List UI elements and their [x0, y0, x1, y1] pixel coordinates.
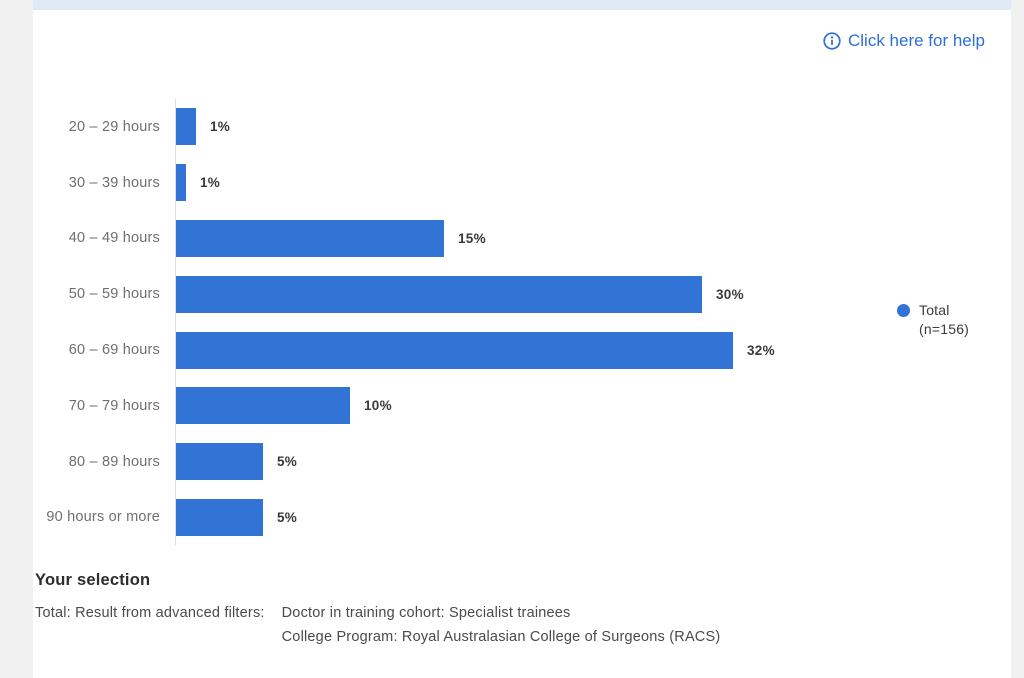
chart-row: 50 – 59 hours 30% — [33, 266, 1011, 323]
selection-filter-list: Doctor in training cohort: Specialist tr… — [282, 605, 721, 645]
bar[interactable] — [176, 443, 263, 481]
bar[interactable] — [176, 275, 702, 313]
category-label: 90 hours or more — [46, 509, 160, 526]
help-link-label: Click here for help — [847, 31, 985, 50]
bar-area: 5% — [175, 489, 1011, 546]
chart-row: 60 – 69 hours 32% — [33, 322, 1011, 378]
bar[interactable] — [176, 387, 350, 425]
top-accent-strip — [33, 0, 1011, 10]
bar-area: 1% — [175, 154, 1011, 211]
category-label: 80 – 89 hours — [68, 453, 160, 470]
value-label: 5% — [277, 509, 298, 525]
chart-row: 90 hours or more 5% — [33, 489, 1011, 546]
chart-legend[interactable]: Total (n=156) — [897, 301, 969, 338]
bar[interactable] — [176, 331, 733, 369]
category-label: 60 – 69 hours — [68, 342, 160, 359]
bar-area: 1% — [175, 99, 1011, 155]
legend-label: Total (n=156) — [919, 302, 970, 337]
help-link[interactable]: Click here for help — [823, 31, 985, 51]
bar-area: 30% — [175, 266, 1011, 323]
chart-row: 20 – 29 hours 1% — [33, 99, 1011, 155]
legend-marker-icon — [897, 304, 910, 317]
value-label: 1% — [200, 175, 221, 191]
bar[interactable] — [176, 108, 196, 146]
category-label: 30 – 39 hours — [68, 174, 160, 191]
bar-area: 32% — [175, 322, 1011, 378]
bar[interactable] — [176, 219, 444, 257]
bar[interactable] — [176, 498, 263, 536]
value-label: 32% — [747, 342, 775, 358]
chart-row: 80 – 89 hours 5% — [33, 433, 1011, 490]
value-label: 30% — [716, 286, 744, 302]
selection-filter-value: Doctor in training cohort: Specialist tr… — [281, 605, 571, 621]
value-label: 10% — [364, 398, 392, 414]
category-label: 50 – 59 hours — [68, 286, 160, 303]
category-label: 20 – 29 hours — [68, 118, 160, 135]
value-label: 5% — [277, 454, 298, 470]
bar-area: 10% — [175, 377, 1011, 434]
your-selection-section: Your selection Total: Result from advanc… — [35, 571, 720, 645]
chart-row: 30 – 39 hours 1% — [33, 154, 1011, 211]
bar-chart: 20 – 29 hours 1% 30 – 39 hours 1% 40 – 49 ho… — [33, 99, 1011, 546]
info-icon — [823, 32, 841, 50]
bar-area: 5% — [175, 433, 1011, 490]
selection-filter-label: Total: Result from advanced filters: — [35, 605, 265, 621]
content-panel: Click here for help 20 – 29 hours 1% 30 – … — [33, 0, 1011, 678]
category-label: 70 – 79 hours — [68, 397, 160, 414]
bar[interactable] — [176, 164, 186, 202]
chart-row: 70 – 79 hours 10% — [33, 377, 1011, 434]
bar-area: 15% — [175, 210, 1011, 267]
chart-row: 40 – 49 hours 15% — [33, 210, 1011, 267]
selection-heading: Your selection — [35, 571, 151, 589]
selection-filter-value: College Program: Royal Australasian Coll… — [281, 629, 721, 645]
value-label: 15% — [458, 230, 486, 246]
category-label: 40 – 49 hours — [68, 230, 160, 247]
value-label: 1% — [210, 119, 231, 135]
